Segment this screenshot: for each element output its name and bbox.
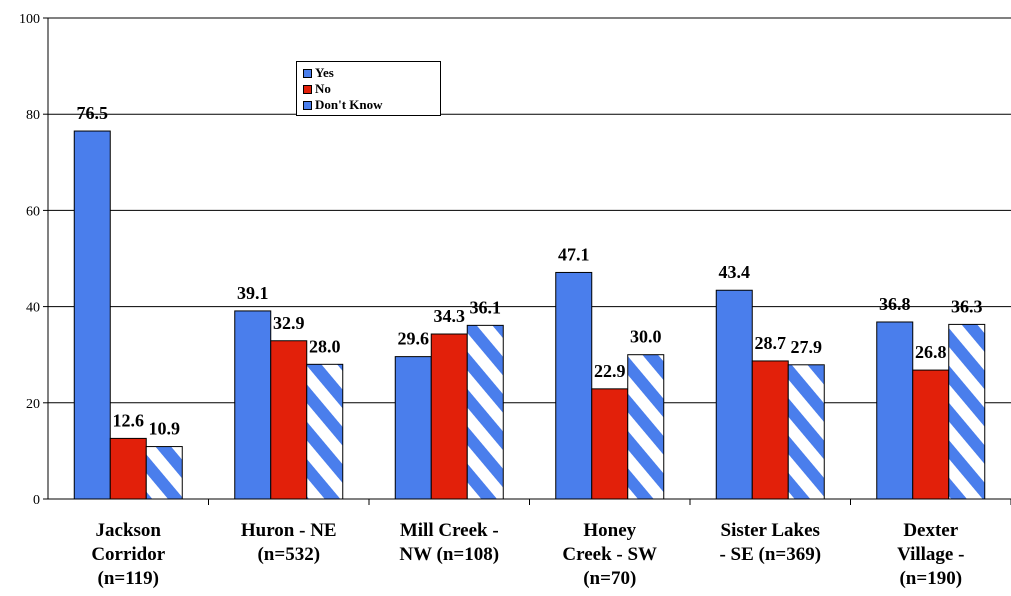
bar-dont-know xyxy=(948,323,986,500)
category-label-line: (n=70) xyxy=(583,568,636,589)
legend-item-dont-know: Don't Know xyxy=(303,97,440,113)
category-label: Jackson Corridor (n=119) xyxy=(91,520,165,589)
y-tick-label: 80 xyxy=(26,108,40,123)
bar-yes xyxy=(73,130,111,500)
bars xyxy=(73,130,986,500)
data-label-yes: 76.5 xyxy=(77,103,109,123)
category-label-line: Jackson xyxy=(96,520,162,541)
bar-yes xyxy=(394,356,432,500)
data-label-dont-know: 28.0 xyxy=(309,336,341,356)
bar-no xyxy=(912,369,950,500)
legend-label-no: No xyxy=(315,81,331,96)
y-tick-label: 60 xyxy=(26,204,40,219)
bar-yes xyxy=(234,310,272,500)
category-label-line: Creek - SW xyxy=(562,544,657,565)
bar-yes xyxy=(876,321,914,500)
category-label-line: Sister Lakes xyxy=(721,520,820,541)
category-label: Sister Lakes - SE (n=369) xyxy=(719,520,821,565)
data-label-no: 12.6 xyxy=(113,410,145,430)
data-label-dont-know: 27.9 xyxy=(791,337,823,357)
category-label: Huron - NE (n=532) xyxy=(241,520,337,565)
tick-labels: 0 20 40 60 80 100 Jackson Corridor (n=119) Huron … xyxy=(19,12,964,589)
category-label-line: Corridor xyxy=(91,544,165,565)
bar-no xyxy=(430,333,468,500)
data-label-no: 34.3 xyxy=(434,306,466,326)
data-label-no: 22.9 xyxy=(594,361,626,381)
category-label-line: NW (n=108) xyxy=(399,544,499,565)
category-label-line: Village - xyxy=(897,544,964,565)
category-label-line: (n=190) xyxy=(899,568,962,589)
y-tick-label: 0 xyxy=(33,493,40,508)
category-label-line: (n=119) xyxy=(98,568,160,589)
data-label-dont-know: 10.9 xyxy=(149,419,181,439)
legend-swatch-dont-know xyxy=(303,100,312,110)
bar-dont-know xyxy=(145,446,183,500)
data-label-dont-know: 36.3 xyxy=(951,296,983,316)
data-label-yes: 36.8 xyxy=(879,294,911,314)
data-label-yes: 47.1 xyxy=(558,244,590,264)
category-label-line: Honey xyxy=(583,520,636,541)
data-label-no: 32.9 xyxy=(273,313,305,333)
y-tick-label: 40 xyxy=(26,301,40,316)
bar-no xyxy=(591,388,629,500)
data-label-yes: 43.4 xyxy=(719,262,751,282)
data-label-no: 28.7 xyxy=(755,333,787,353)
legend-item-no: No xyxy=(303,81,440,97)
data-labels: 76.5 12.6 10.9 39.132.928.0 29.634.3 36.1 47.1… xyxy=(77,103,983,439)
category-label: Honey Creek - SW (n=70) xyxy=(562,520,657,589)
bar-yes xyxy=(715,289,753,500)
legend-swatch-no xyxy=(303,84,312,94)
bar-dont-know xyxy=(787,364,825,500)
axes xyxy=(43,17,1011,505)
bar-dont-know xyxy=(306,363,344,500)
data-label-no: 26.8 xyxy=(915,342,947,362)
category-label-line: (n=532) xyxy=(257,544,320,565)
legend-label-yes: Yes xyxy=(315,65,334,80)
bar-no xyxy=(751,360,789,500)
gridlines xyxy=(48,17,1011,404)
category-label: Mill Creek - NW (n=108) xyxy=(399,520,499,565)
data-label-dont-know: 36.1 xyxy=(470,297,502,317)
category-label-line: Mill Creek - xyxy=(400,520,499,541)
bar-dont-know xyxy=(466,324,504,500)
bar-dont-know xyxy=(627,354,665,500)
y-tick-label: 20 xyxy=(26,397,40,412)
data-label-yes: 39.1 xyxy=(237,283,269,303)
legend: Yes No Don't Know xyxy=(296,61,441,116)
data-label-yes: 29.6 xyxy=(398,329,430,349)
legend-item-yes: Yes xyxy=(303,65,440,81)
y-tick-label: 100 xyxy=(19,12,40,27)
category-label-line: Dexter xyxy=(903,520,958,541)
category-label-line: Huron - NE xyxy=(241,520,337,541)
legend-label-dont-know: Don't Know xyxy=(315,97,383,112)
bar-no xyxy=(109,437,147,500)
category-label-line: - SE (n=369) xyxy=(719,544,821,565)
legend-swatch-yes xyxy=(303,68,312,78)
bar-yes xyxy=(555,271,593,500)
category-label: Dexter Village - (n=190) xyxy=(897,520,964,589)
bar-no xyxy=(270,340,308,500)
data-label-dont-know: 30.0 xyxy=(630,327,662,347)
